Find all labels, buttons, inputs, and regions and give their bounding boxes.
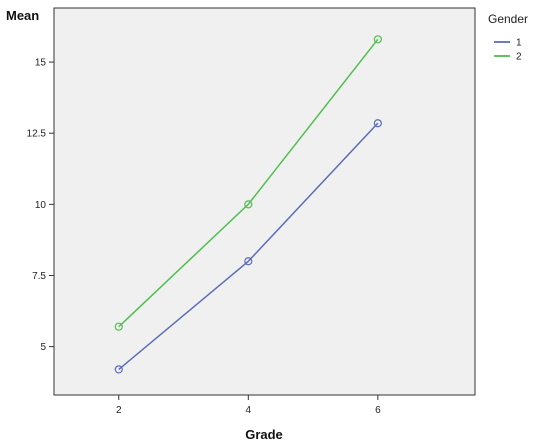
data-point [114,322,123,331]
y-tick-label: 15 [35,58,47,69]
legend-title: Gender [488,12,528,26]
y-axis: 5 7.5 10 12.5 15 [27,58,54,353]
data-point [373,119,382,128]
legend-entry: 2 [516,52,522,63]
y-tick-label: 10 [35,200,47,211]
y-axis-title: Mean [6,8,39,23]
data-point [244,200,253,209]
x-axis: 2 4 6 [116,395,381,416]
y-tick-label: 7.5 [32,271,46,282]
plot-area [53,7,476,396]
series-layer [114,35,382,374]
x-axis-title: Grade [245,427,283,442]
x-tick-label: 6 [375,405,381,416]
x-tick-label: 2 [116,405,122,416]
y-tick-label: 12.5 [27,129,47,140]
legend: Gender 1 2 [488,12,528,63]
series-2 [114,35,382,331]
series-1 [114,119,382,374]
data-point [373,35,382,44]
data-point [114,365,123,374]
data-point [244,257,253,266]
series-line [118,122,379,370]
y-tick-label: 5 [40,342,46,353]
legend-entry: 1 [516,38,522,49]
x-tick-label: 4 [246,405,252,416]
series-line [118,38,379,328]
